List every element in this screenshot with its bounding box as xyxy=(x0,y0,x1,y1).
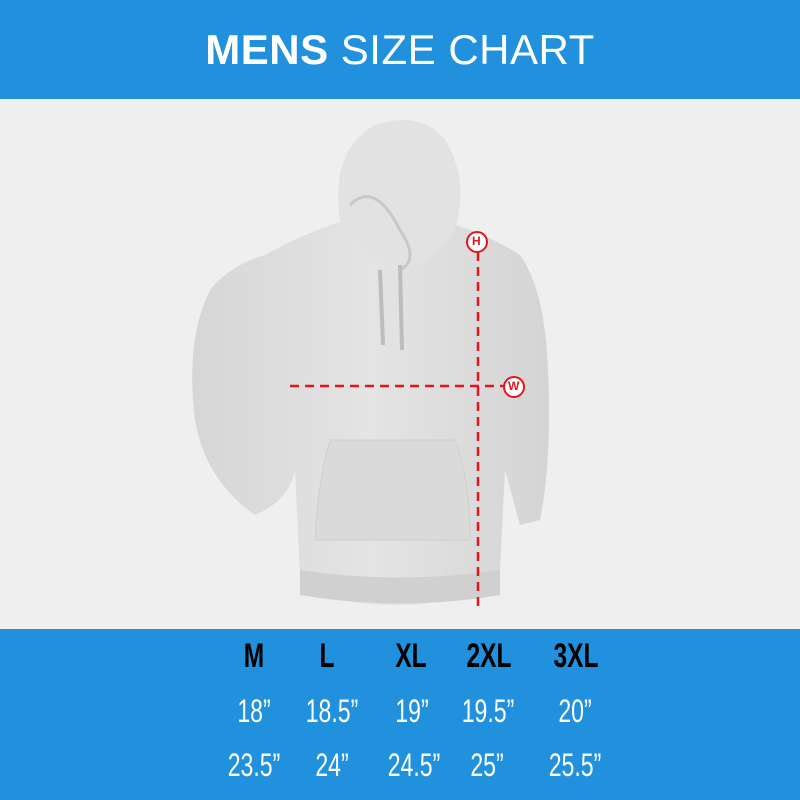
width-value: 20” xyxy=(558,693,592,729)
size-header: M xyxy=(243,637,265,675)
hoodie-pocket xyxy=(314,439,471,541)
height-marker-label: H xyxy=(472,234,481,248)
width-marker-label: W xyxy=(508,379,520,393)
width-value: 19” xyxy=(395,693,429,729)
hoodie-hood xyxy=(338,120,461,266)
title-bold: MENS xyxy=(205,26,329,73)
height-value: 25.5” xyxy=(548,747,602,783)
size-table: M L XL 2XL 3XL 18” 18.5” 19” 19.5” 20” 2… xyxy=(0,629,800,800)
hoodie-image xyxy=(192,120,549,606)
page-title: MENS SIZE CHART xyxy=(0,0,800,99)
size-header: XL xyxy=(395,637,427,675)
title-light: SIZE CHART xyxy=(340,26,595,73)
width-value: 19.5” xyxy=(461,693,515,729)
hoodie-body xyxy=(192,220,549,605)
height-value: 25” xyxy=(470,747,504,783)
height-value: 23.5” xyxy=(227,747,281,783)
hoodie-diagram: H W xyxy=(0,99,800,629)
size-header: L xyxy=(319,637,335,675)
height-value: 24” xyxy=(315,747,349,783)
size-header: 2XL xyxy=(466,637,512,675)
width-value: 18” xyxy=(237,693,271,729)
height-marker xyxy=(466,231,488,253)
size-header: 3XL xyxy=(553,637,599,675)
height-value: 24.5” xyxy=(387,747,441,783)
width-value: 18.5” xyxy=(305,693,359,729)
width-marker xyxy=(503,376,525,398)
